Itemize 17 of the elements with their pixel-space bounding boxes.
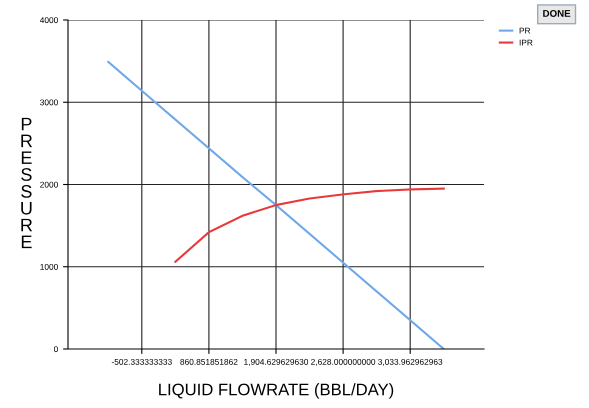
x-axis-title: LIQUID FLOWRATE (BBL/DAY)	[159, 383, 394, 399]
x-tick-label: 1,904.629629630	[244, 358, 308, 366]
x-tick-label: 3,033.962962963	[378, 358, 442, 366]
legend-label: IPR	[520, 40, 532, 46]
legend-label: PR	[520, 28, 530, 34]
y-tick-label: 4000	[40, 17, 58, 24]
x-tick-label: 860.851851862	[180, 358, 238, 365]
line-series	[107, 60, 445, 349]
text: DONE	[543, 10, 570, 17]
y-tick-label: 1000	[40, 264, 58, 270]
y-tick-label: 0	[54, 346, 58, 352]
y-tick-label: 3000	[40, 99, 58, 106]
x-tick-label: 2,628.000000000	[311, 358, 376, 366]
y-axis-title: PRESSURE	[21, 118, 32, 248]
line-series	[174, 188, 445, 263]
y-tick-label: 2000	[40, 182, 58, 188]
x-tick-label: -502.333333333	[112, 358, 172, 365]
